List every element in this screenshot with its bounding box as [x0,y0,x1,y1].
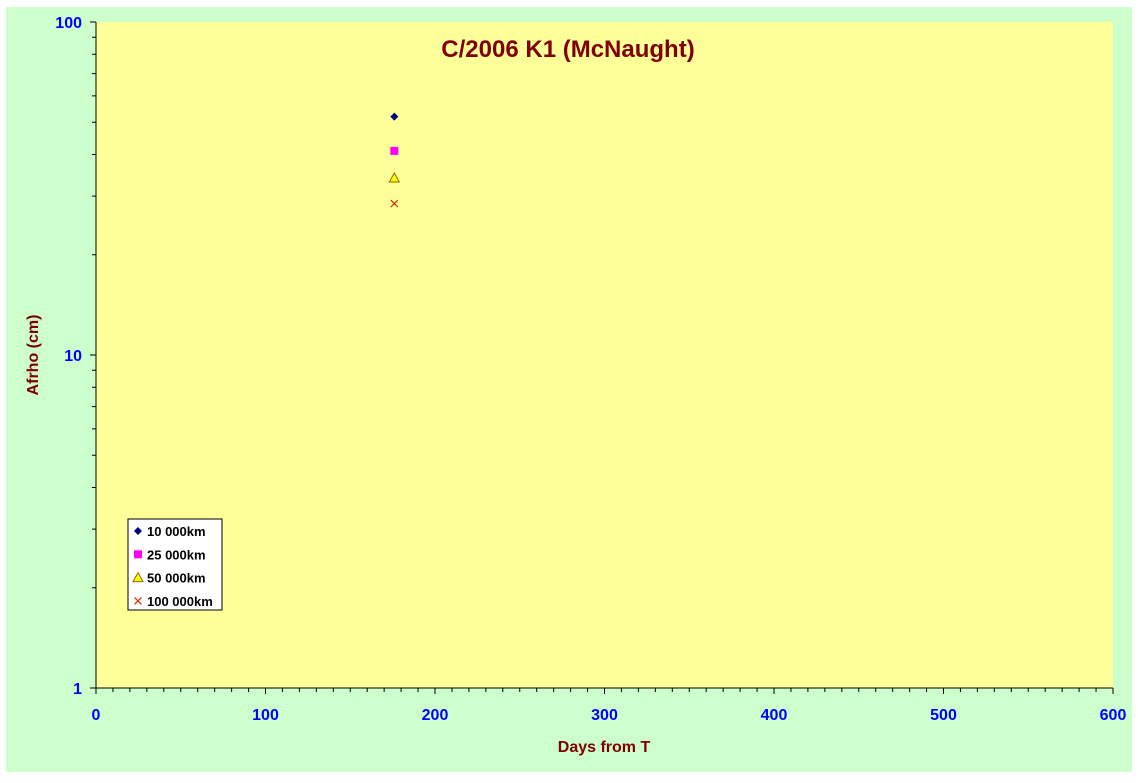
x-tick-label: 0 [92,707,101,724]
legend-marker [134,527,142,535]
x-tick-label: 100 [252,707,279,724]
y-tick-label: 100 [55,15,82,32]
y-tick-label: 10 [64,348,82,365]
x-tick-label: 600 [1100,707,1127,724]
x-tick-label: 400 [761,707,788,724]
legend-marker-stroke-b [134,596,142,605]
legend: 10 000km 25 000km 50 000km 100 000km [127,518,223,611]
legend-marker [132,571,144,583]
plot-area [96,22,1113,688]
legend-label: 50 000km [147,571,206,586]
x-axis-label: Days from T [558,739,651,756]
legend-box [127,518,223,611]
x-tick-label: 200 [422,707,449,724]
legend-marker [134,550,142,559]
data-point [390,112,399,121]
chart-title: C/2006 K1 (McNaught) [441,36,694,63]
y-tick-label: 1 [73,681,82,698]
data-point [390,199,399,208]
x-tick-label: 300 [591,707,618,724]
legend-marker [134,596,142,605]
data-point [388,171,401,183]
data-point [390,146,399,155]
ticks: 0 100 200 300 400 500 600 1 10 100 [55,15,1126,724]
x-tick-label: 500 [930,707,957,724]
data-points [388,112,401,208]
legend-label: 25 000km [147,547,206,562]
y-axis-label: Afrho (cm) [25,315,42,396]
data-point-stroke-b [390,199,399,208]
legend-items: 10 000km 25 000km 50 000km 100 000km [132,524,213,609]
legend-label: 100 000km [147,594,213,609]
legend-label: 10 000km [147,524,206,539]
